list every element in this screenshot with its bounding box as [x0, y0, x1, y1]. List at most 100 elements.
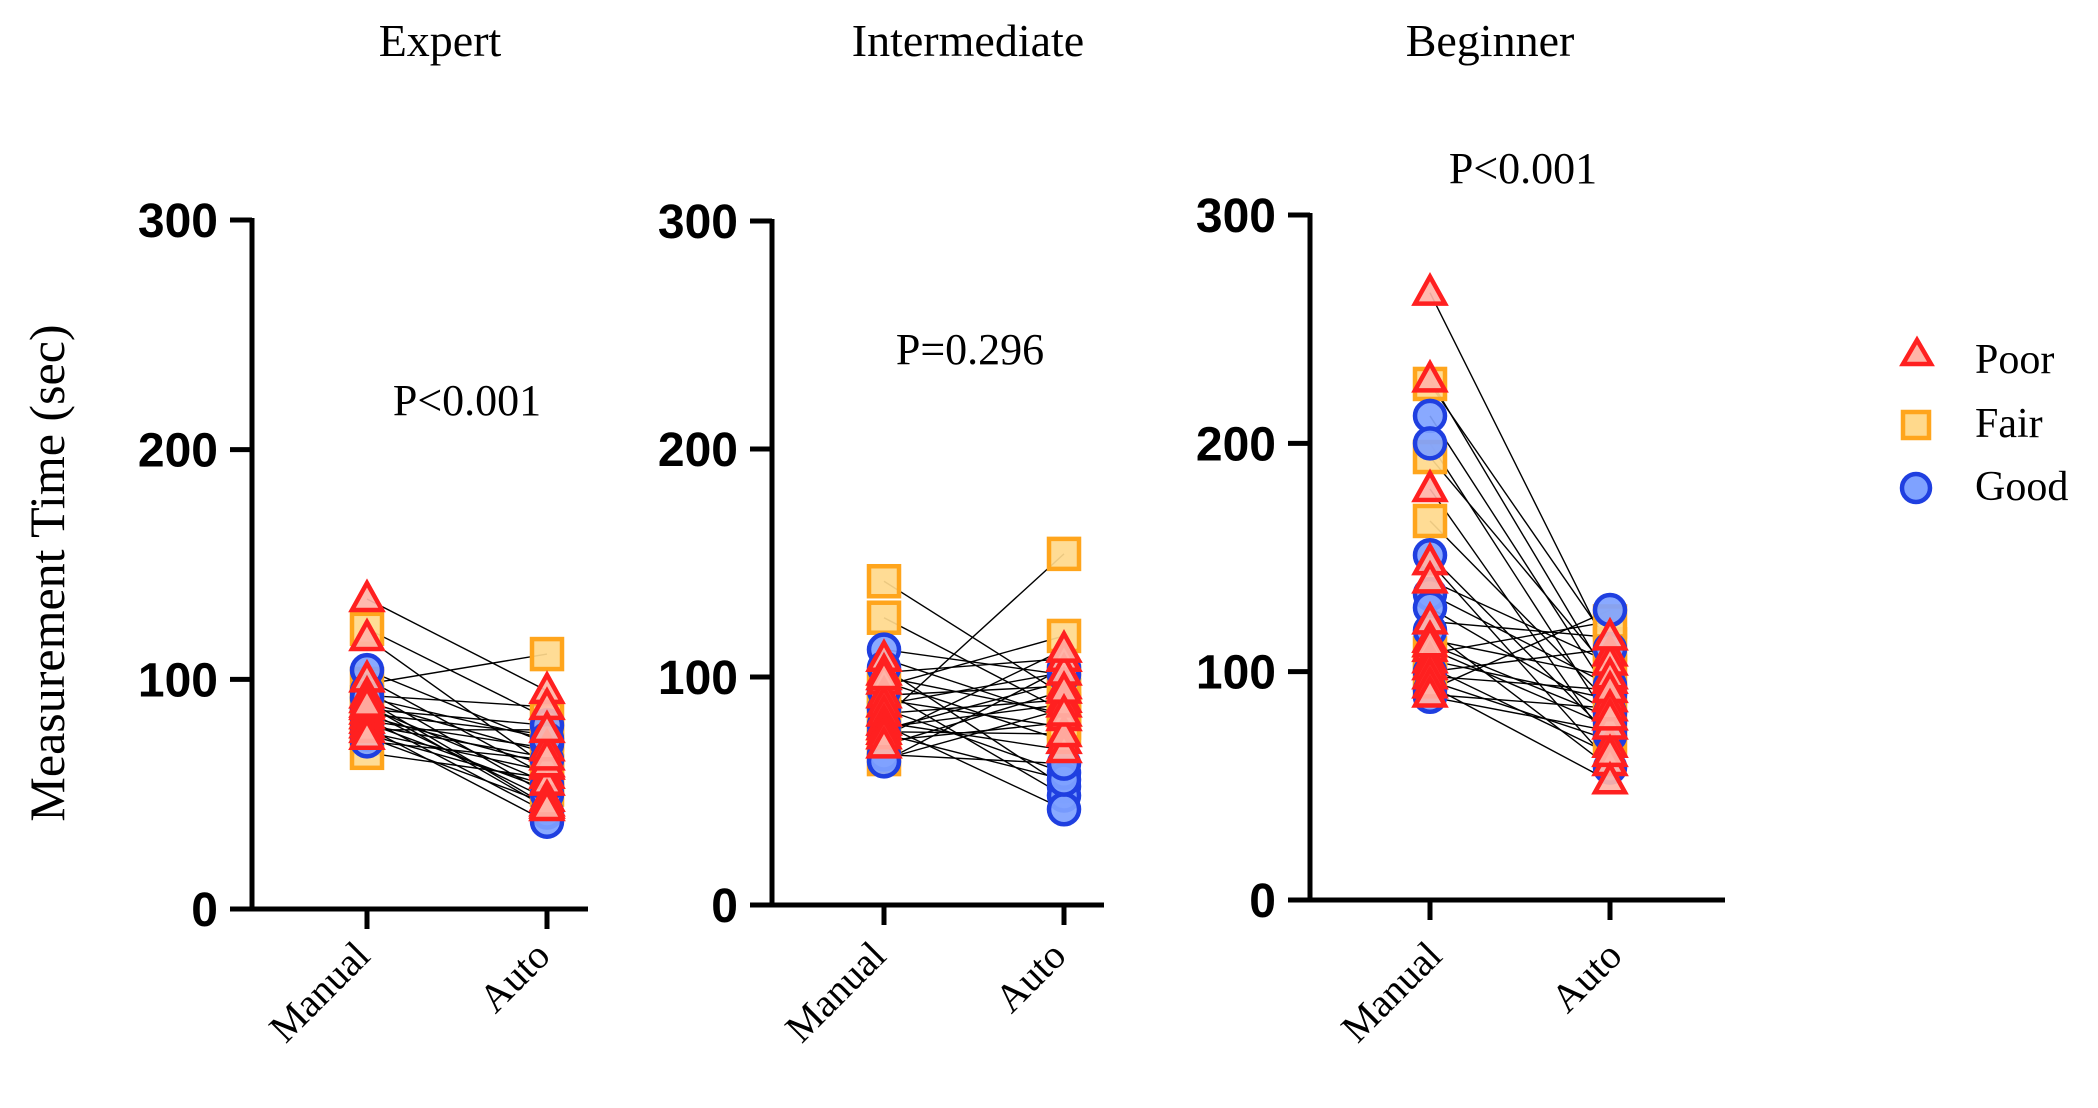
pair-line — [366, 598, 548, 692]
pair-line — [883, 724, 1065, 810]
pair-line — [1429, 648, 1611, 673]
marker-auto-poor — [1045, 713, 1083, 748]
marker-manual-poor — [1411, 358, 1449, 393]
legend-square-icon — [1900, 409, 1932, 441]
pair-line — [366, 628, 548, 720]
marker-manual-poor — [348, 617, 386, 652]
x-tick-label-auto: Auto — [1542, 933, 1630, 1021]
marker-auto-fair — [529, 636, 565, 672]
marker-manual-good — [1412, 426, 1448, 461]
pair-line — [1429, 675, 1611, 691]
pair-line — [1429, 684, 1611, 782]
legend-label-good: Good — [1975, 464, 2068, 510]
marker-manual-fair — [866, 563, 902, 599]
marker-manual-poor — [1411, 272, 1449, 306]
y-tick-label: 0 — [711, 880, 738, 933]
pair-line — [366, 733, 548, 786]
y-tick-label: 0 — [1249, 875, 1276, 928]
pair-line — [1429, 620, 1611, 655]
y-tick-label: 100 — [138, 654, 218, 707]
marker-manual-poor — [865, 724, 903, 759]
x-tick-label-manual: Manual — [260, 933, 378, 1051]
pair-line — [1429, 639, 1611, 677]
pair-line — [883, 658, 1065, 674]
legend-triangle-icon — [1899, 335, 1935, 367]
pair-line — [1429, 648, 1611, 728]
pair-line — [883, 671, 1065, 706]
legend: Poor Fair Good — [1899, 335, 2068, 510]
y-tick-label: 100 — [1196, 647, 1276, 700]
y-tick-label: 200 — [138, 425, 218, 478]
pair-line — [883, 733, 1065, 781]
pair-line — [1429, 442, 1611, 723]
pair-line — [1429, 620, 1611, 639]
pair-line — [883, 699, 1065, 728]
pair-line — [366, 752, 548, 779]
marker-manual-poor — [1411, 468, 1449, 503]
x-tick-label-manual: Manual — [1332, 933, 1450, 1051]
pair-line — [366, 637, 548, 768]
pair-line — [883, 690, 1065, 797]
legend-circle-icon — [1899, 471, 1933, 505]
y-tick-label: 300 — [138, 195, 218, 248]
p-value-expert: P<0.001 — [393, 376, 541, 425]
pair-line — [883, 721, 1065, 751]
marker-manual-poor — [348, 716, 386, 750]
pair-line — [366, 653, 548, 685]
pair-line — [883, 721, 1065, 742]
pair-line — [1429, 659, 1611, 700]
marker-auto-poor — [1045, 692, 1083, 727]
pair-line — [1429, 520, 1611, 705]
pair-line — [1429, 379, 1611, 682]
p-value-intermediate: P=0.296 — [896, 325, 1044, 374]
pair-line — [366, 694, 548, 708]
y-tick-label: 0 — [191, 884, 218, 937]
pair-line — [883, 648, 1065, 676]
y-axis-label: Measurement Time (sec) — [19, 324, 75, 821]
pair-line — [883, 708, 1065, 760]
pair-line — [883, 685, 1065, 696]
pair-line — [883, 690, 1065, 747]
pair-line — [366, 710, 548, 800]
pair-line — [883, 635, 1065, 687]
pair-line — [883, 649, 1065, 737]
marker-auto-poor — [1591, 616, 1629, 651]
pair-line — [1429, 488, 1611, 746]
x-tick-label-auto: Auto — [470, 933, 558, 1021]
pair-line — [366, 740, 548, 761]
pair-line — [366, 706, 548, 784]
y-tick-label: 300 — [658, 196, 738, 249]
pair-line — [1429, 643, 1611, 718]
pair-line — [366, 719, 548, 749]
y-tick-label: 100 — [658, 652, 738, 705]
marker-auto-poor — [1045, 629, 1083, 663]
pair-line — [1429, 680, 1611, 741]
pair-line — [1429, 561, 1611, 764]
marker-manual-poor — [1411, 623, 1449, 658]
pair-line — [366, 713, 548, 736]
pair-line — [883, 703, 1065, 728]
y-tick-label: 300 — [1196, 190, 1276, 243]
pair-line — [1429, 630, 1611, 769]
pair-line — [883, 667, 1065, 788]
pair-line — [1429, 292, 1611, 654]
pair-line — [883, 553, 1065, 719]
panel-title-intermediate: Intermediate — [852, 15, 1084, 66]
pair-line — [366, 701, 548, 754]
marker-manual-fair — [1412, 503, 1448, 539]
pair-line — [1429, 383, 1611, 645]
marker-auto-poor — [528, 709, 566, 744]
pair-line — [1429, 693, 1611, 709]
marker-auto-poor — [1045, 729, 1083, 764]
marker-auto-poor — [1591, 696, 1629, 731]
x-tick-label-manual: Manual — [776, 933, 894, 1051]
pair-line — [883, 617, 1065, 712]
marker-auto-poor — [528, 736, 566, 771]
marker-manual-fair — [866, 600, 902, 635]
pair-line — [883, 580, 1065, 696]
marker-auto-good — [1046, 791, 1082, 827]
pair-line — [1429, 579, 1611, 664]
marker-auto-poor — [528, 787, 566, 822]
pair-line — [366, 697, 548, 740]
panel-intermediate: Intermediate P=0.296 0 100 200 300 Manual A… — [658, 15, 1104, 1051]
